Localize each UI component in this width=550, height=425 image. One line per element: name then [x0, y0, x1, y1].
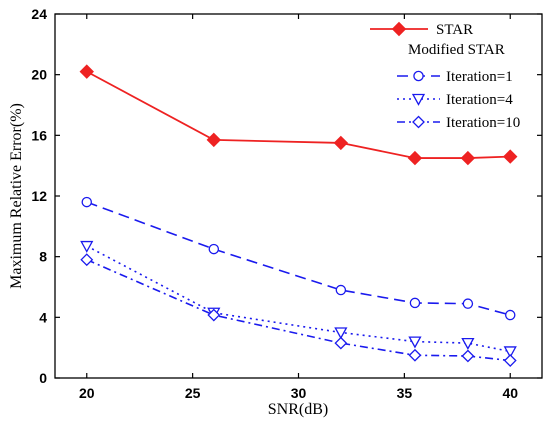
- x-tick-label: 20: [79, 385, 95, 401]
- data-point: [333, 135, 349, 151]
- series-layer: [79, 64, 518, 367]
- data-point: [504, 309, 516, 321]
- x-axis-title: SNR(dB): [268, 401, 328, 418]
- series-line: [86, 201, 511, 316]
- data-point: [206, 132, 222, 148]
- legend-marker: [391, 21, 407, 37]
- y-axis-title: Maximum Relative Error(%): [8, 103, 25, 289]
- legend-label: Iteration=1: [446, 69, 513, 85]
- y-tick-label: 16: [31, 127, 47, 143]
- legend-label: Iteration=10: [446, 115, 520, 131]
- data-point: [408, 336, 422, 349]
- legend-marker: [413, 70, 424, 82]
- legend-marker: [411, 93, 426, 106]
- data-point: [461, 337, 475, 350]
- x-tick-label: 40: [502, 385, 518, 401]
- data-point: [409, 297, 421, 309]
- data-point: [79, 64, 94, 79]
- data-point: [460, 150, 476, 166]
- data-point: [208, 243, 220, 255]
- legend-group-title: Modified STAR: [408, 42, 505, 58]
- legend-label: STAR: [436, 22, 473, 38]
- data-point: [408, 348, 422, 362]
- series-iteration-4: [80, 240, 517, 359]
- data-point: [207, 308, 221, 322]
- y-tick-label: 20: [31, 67, 47, 83]
- data-point: [503, 346, 517, 359]
- data-point: [407, 150, 423, 166]
- y-tick-label: 24: [31, 6, 47, 22]
- data-point: [80, 240, 94, 253]
- data-point: [503, 354, 517, 367]
- series-line: [86, 70, 511, 159]
- x-tick-label: 30: [291, 385, 307, 401]
- x-tick-label: 35: [397, 385, 413, 401]
- y-tick-label: 0: [39, 370, 47, 386]
- y-tick-label: 8: [39, 249, 47, 265]
- data-point: [334, 327, 348, 340]
- legend-marker: [412, 115, 425, 129]
- y-tick-label: 12: [31, 188, 47, 204]
- data-point: [461, 349, 475, 363]
- legend: Modified STAR STAR Iteration=1 Iteration=4…: [370, 21, 520, 131]
- data-point: [81, 196, 93, 208]
- data-point: [462, 298, 474, 309]
- series-line: [86, 258, 511, 362]
- data-point: [503, 149, 518, 164]
- data-point: [334, 336, 348, 350]
- series-iteration-1: [81, 196, 516, 321]
- series-star: [79, 64, 518, 166]
- data-point: [335, 284, 347, 296]
- data-point: [80, 253, 94, 267]
- x-tick-label: 25: [185, 385, 201, 401]
- series-iteration-10: [80, 253, 517, 367]
- y-tick-label: 4: [39, 309, 47, 325]
- legend-label: Iteration=4: [446, 92, 513, 108]
- axis-ticks: 20 25 30 35 40 0 4 8 12 16 20 24: [31, 6, 542, 401]
- series-line: [86, 245, 511, 353]
